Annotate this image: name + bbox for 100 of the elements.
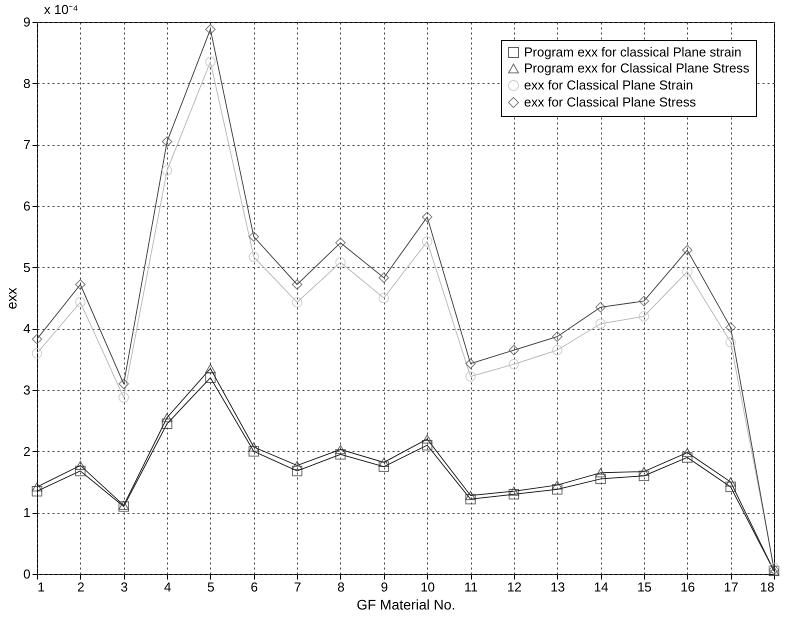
y-tick-label: 7: [23, 137, 30, 152]
point: [595, 474, 606, 484]
point: [725, 336, 736, 348]
point: [552, 344, 562, 356]
point: [465, 371, 476, 382]
x-tick-label: 3: [120, 580, 128, 594]
x-tick-label: 7: [294, 580, 302, 594]
point: [205, 364, 216, 374]
point: [682, 266, 693, 277]
point: [508, 344, 520, 356]
x-tick-label: 1: [38, 580, 45, 594]
point: [335, 238, 346, 248]
point: [162, 418, 172, 429]
point: [682, 244, 693, 256]
point: [422, 434, 432, 444]
point: [248, 252, 260, 262]
point: [378, 272, 390, 284]
point: [75, 460, 86, 470]
y-tick-label: 9: [23, 14, 30, 30]
point: [292, 466, 302, 476]
legend-label: Program exx for classical Plane strain: [524, 44, 742, 60]
point: [595, 318, 606, 329]
y-tick-label: 5: [23, 260, 30, 275]
point: [682, 448, 693, 458]
point: [638, 470, 650, 482]
point: [118, 392, 129, 403]
x-tick-label: 8: [337, 580, 345, 594]
point: [552, 480, 562, 490]
point: [595, 302, 606, 312]
x-tick-label: 6: [250, 580, 258, 594]
point: [162, 412, 172, 422]
x-tick-label: 14: [594, 580, 608, 594]
legend-label: Program exx for Classical Plane Stress: [524, 60, 750, 76]
point: [292, 297, 302, 308]
x-tick-label: 11: [464, 580, 478, 594]
point: [335, 444, 346, 454]
point: [552, 484, 562, 495]
point: [205, 24, 216, 35]
point: [75, 279, 86, 290]
x-axis-title: GF Material No.: [356, 596, 456, 612]
point: [205, 56, 216, 68]
point: [292, 279, 302, 290]
legend-label: exx for Classical Plane Strain: [524, 78, 694, 92]
point: [508, 486, 520, 496]
point: [248, 442, 260, 452]
point: [422, 440, 432, 450]
x-tick-label: 16: [680, 580, 696, 594]
point: [422, 236, 432, 247]
point: [75, 297, 86, 308]
y-tick-label: 0: [23, 566, 30, 582]
point: [32, 348, 42, 358]
point: [32, 482, 42, 492]
y-tick-label: 4: [23, 321, 30, 336]
point: [638, 311, 650, 322]
y-tick-label: 1: [23, 505, 30, 520]
x-tick-label: 15: [637, 580, 652, 594]
point: [508, 489, 520, 500]
text: x 10⁻⁴: [44, 1, 78, 18]
point: [162, 165, 172, 176]
x-tick-label: 13: [550, 580, 565, 594]
point: [682, 452, 693, 463]
y-tick-label: 2: [23, 444, 30, 459]
x-tick-label: 2: [77, 580, 84, 594]
x-tick-label: 17: [724, 580, 738, 594]
y-axis-title: exx: [3, 288, 20, 310]
x-tick-label: 5: [207, 580, 215, 594]
y-tick-label: 8: [23, 76, 30, 91]
y-tick-label: 3: [23, 382, 30, 398]
point: [595, 468, 606, 478]
legend-label: exx for Classical Plane Stress: [524, 94, 696, 110]
point: [118, 378, 129, 390]
point: [32, 334, 42, 344]
point: [422, 212, 432, 222]
point: [508, 359, 520, 370]
point: [248, 446, 260, 457]
x-tick-label: 10: [420, 580, 435, 594]
point: [162, 136, 172, 147]
point: [205, 372, 216, 383]
point: [378, 292, 390, 304]
point: [725, 322, 736, 333]
x-tick-label: 18: [760, 580, 774, 594]
point: [465, 494, 476, 504]
point: [465, 358, 476, 369]
point: [638, 296, 650, 306]
x-tick-label: 4: [164, 580, 172, 594]
x-tick-label: 12: [507, 580, 522, 594]
x-tick-label: 9: [380, 580, 388, 594]
point: [725, 482, 736, 492]
point: [552, 331, 562, 342]
point: [248, 231, 260, 242]
point: [75, 466, 86, 476]
point: [378, 458, 390, 467]
point: [378, 461, 390, 472]
point: [638, 466, 650, 476]
point: [292, 460, 302, 470]
point: [725, 477, 736, 487]
point: [335, 257, 346, 268]
point: [465, 490, 476, 500]
point: [335, 449, 346, 460]
point: [32, 486, 42, 496]
